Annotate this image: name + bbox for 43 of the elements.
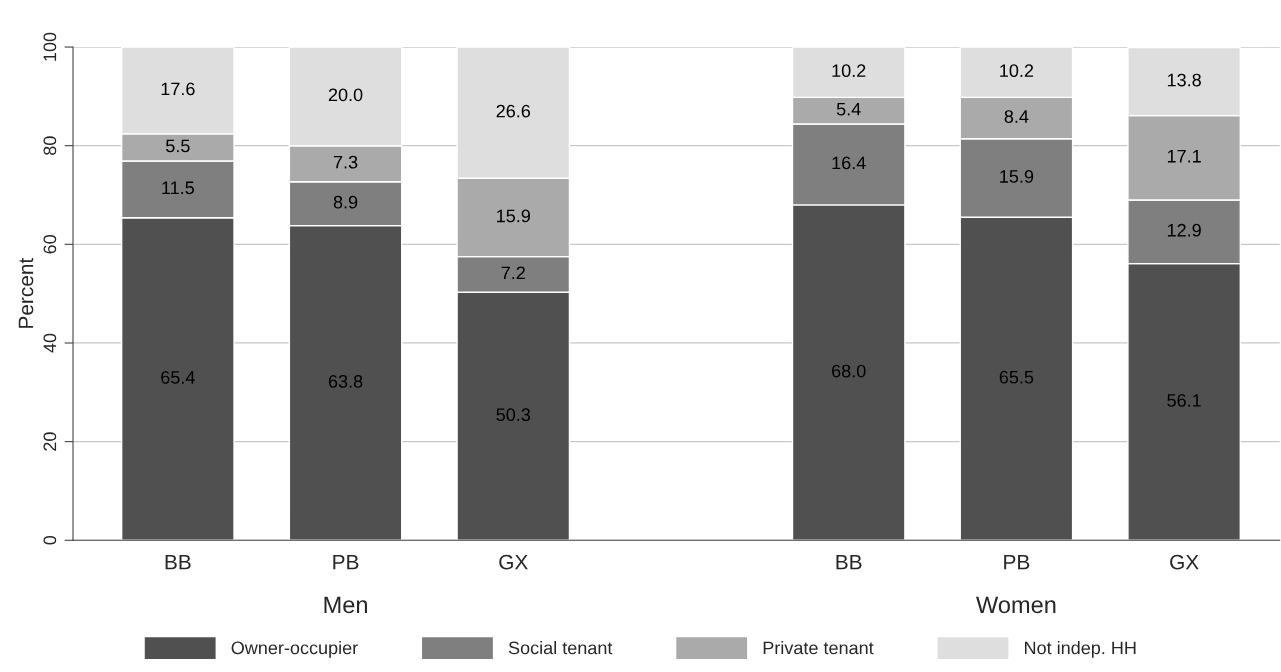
- data-label: 65.4: [161, 371, 195, 384]
- x-tick-label: GX: [1170, 554, 1199, 570]
- data-label: 13.8: [1167, 73, 1201, 87]
- data-label: 50.3: [496, 408, 531, 422]
- data-label: 10.2: [1000, 64, 1034, 78]
- data-label: 56.1: [1167, 393, 1201, 407]
- x-tick-label: GX: [499, 554, 528, 570]
- y-tick-label: 40: [43, 333, 57, 353]
- x-tick-label: BB: [836, 554, 862, 570]
- text: Women: [976, 596, 1056, 614]
- data-label: 10.2: [832, 64, 866, 78]
- y-tick-label: 20: [43, 432, 57, 451]
- y-tick-label: 100: [43, 32, 57, 61]
- data-label: 7.2: [501, 266, 525, 280]
- legend-label: Private tenant: [763, 641, 874, 655]
- data-label: 15.9: [497, 209, 530, 223]
- legend-label: Not indep. HH: [1025, 641, 1136, 658]
- y-tick-label: 80: [43, 136, 57, 155]
- data-label: 26.6: [496, 104, 531, 118]
- data-label: 12.9: [1167, 223, 1201, 237]
- y-axis-title: Percent: [18, 257, 34, 328]
- text: Men: [324, 596, 367, 614]
- data-label: 65.5: [999, 370, 1034, 384]
- data-label: 8.4: [1004, 110, 1029, 123]
- legend-label: Social tenant: [508, 641, 613, 655]
- data-label: 7.3: [333, 155, 358, 169]
- data-label: 17.6: [161, 82, 195, 96]
- x-tick-label: PB: [1004, 554, 1030, 570]
- data-label: 68.0: [832, 364, 866, 378]
- y-tick-label: 60: [43, 235, 57, 254]
- data-label: 5.4: [836, 102, 861, 116]
- data-label: 16.4: [832, 156, 866, 170]
- data-label: 20.0: [328, 88, 363, 102]
- data-label: 63.8: [328, 375, 363, 388]
- data-label: 8.9: [333, 195, 358, 209]
- x-tick-label: PB: [333, 554, 359, 570]
- data-label: 17.1: [1167, 150, 1201, 163]
- x-tick-label: BB: [165, 554, 191, 570]
- y-tick-label: 0: [43, 535, 57, 545]
- data-label: 5.5: [166, 139, 190, 153]
- data-label: 11.5: [162, 181, 194, 195]
- data-label: 15.9: [1000, 170, 1034, 183]
- legend-label: Owner-occupier: [231, 641, 358, 658]
